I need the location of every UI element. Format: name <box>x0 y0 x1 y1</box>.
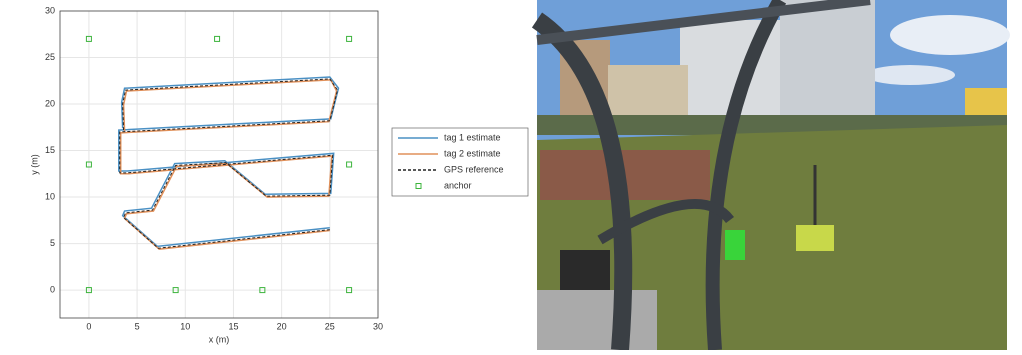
y-tick-label: 30 <box>45 5 55 15</box>
y-tick-label: 5 <box>50 238 55 248</box>
x-tick-label: 10 <box>180 321 190 331</box>
legend-label: GPS reference <box>444 164 504 174</box>
x-tick-label: 25 <box>325 321 335 331</box>
y-axis-label: y (m) <box>29 154 39 175</box>
y-tick-label: 0 <box>50 284 55 294</box>
x-axis-label: x (m) <box>209 334 230 344</box>
y-tick-label: 20 <box>45 98 55 108</box>
building <box>608 65 688 120</box>
x-tick-label: 5 <box>135 321 140 331</box>
legend-label: tag 1 estimate <box>444 132 501 142</box>
legend-label: tag 2 estimate <box>444 148 501 158</box>
y-tick-label: 25 <box>45 52 55 62</box>
cloud <box>865 65 955 85</box>
x-tick-label: 20 <box>277 321 287 331</box>
tape <box>725 230 745 260</box>
x-tick-label: 0 <box>86 321 91 331</box>
x-tick-label: 15 <box>228 321 238 331</box>
legend-label: anchor <box>444 180 472 190</box>
x-tick-label: 30 <box>373 321 383 331</box>
building <box>780 0 875 115</box>
y-tick-label: 10 <box>45 191 55 201</box>
cloud <box>890 15 1010 55</box>
photo <box>537 0 1010 350</box>
y-tick-label: 15 <box>45 145 55 155</box>
figure: 0 5 10 15 20 25 30 0 5 10 15 20 25 30 x (m) y (m) tag 1 … <box>0 0 1022 350</box>
legend: tag 1 estimate tag 2 estimate GPS referenc… <box>392 128 528 196</box>
table <box>537 290 657 350</box>
robot <box>796 225 834 251</box>
